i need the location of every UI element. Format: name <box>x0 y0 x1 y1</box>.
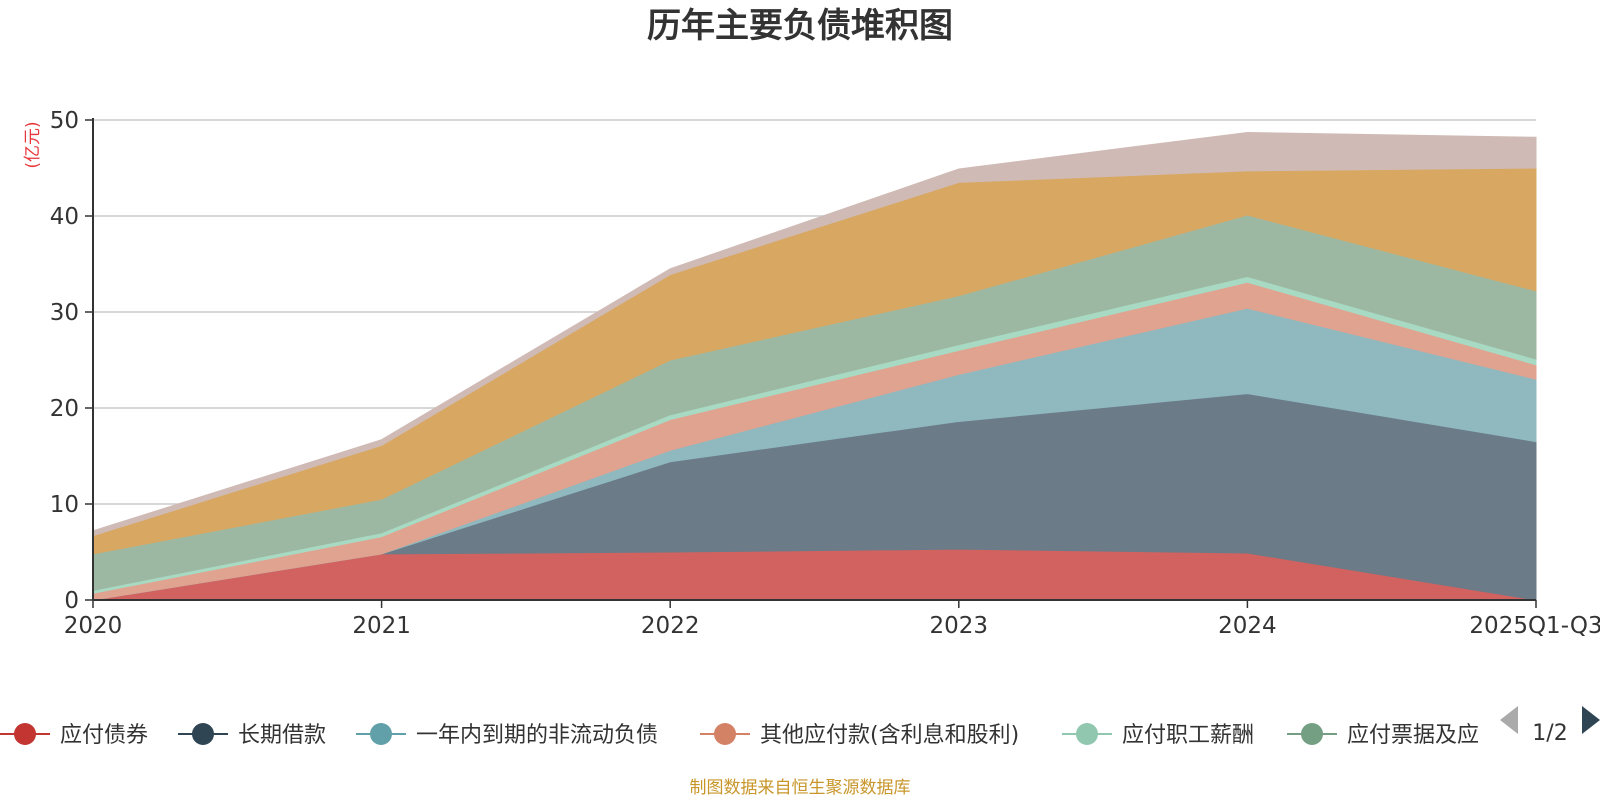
legend-page-indicator: 1/2 <box>1532 721 1567 746</box>
chart-title: 历年主要负债堆积图 <box>647 6 953 46</box>
y-tick-label: 10 <box>50 492 79 518</box>
legend-item-1[interactable]: 长期借款 <box>178 723 326 748</box>
legend-label: 应付票据及应 <box>1347 723 1479 748</box>
y-axis-unit-label: (亿元) <box>23 121 43 168</box>
legend-prev-page-icon[interactable] <box>1500 706 1518 734</box>
legend-item-0[interactable]: 应付债券 <box>0 723 148 748</box>
legend-item-4[interactable]: 应付职工薪酬 <box>1062 723 1254 748</box>
legend-item-3[interactable]: 其他应付款(含利息和股利) <box>700 723 1019 748</box>
y-tick-label: 0 <box>64 588 79 614</box>
legend-marker-icon <box>370 723 392 745</box>
x-tick-label: 2024 <box>1218 613 1277 639</box>
axes: 0 10 20 30 40 50 2020 2021 2022 2023 2024 2025Q1-Q3 <box>50 108 1600 639</box>
legend-marker-icon <box>1301 723 1323 745</box>
legend-next-page-icon[interactable] <box>1582 706 1600 734</box>
legend-item-2[interactable]: 一年内到期的非流动负债 <box>356 723 658 748</box>
legend-marker-icon <box>14 723 36 745</box>
legend-label: 应付职工薪酬 <box>1122 723 1254 748</box>
x-tick-label: 2022 <box>641 613 700 639</box>
legend-marker-icon <box>1076 723 1098 745</box>
x-tick-label: 2023 <box>930 613 989 639</box>
legend-marker-icon <box>192 723 214 745</box>
legend-label: 其他应付款(含利息和股利) <box>760 723 1019 748</box>
series-areas <box>92 131 1537 601</box>
legend-label: 应付债券 <box>60 723 148 748</box>
data-source-note: 制图数据来自恒生聚源数据库 <box>690 778 911 798</box>
legend-label: 长期借款 <box>238 723 326 748</box>
y-tick-label: 20 <box>50 396 79 422</box>
x-tick-label: 2025Q1-Q3 <box>1469 613 1600 639</box>
y-tick-label: 40 <box>50 204 79 230</box>
legend-label: 一年内到期的非流动负债 <box>416 723 658 748</box>
x-tick-label: 2020 <box>64 613 123 639</box>
legend: 应付债券 长期借款 一年内到期的非流动负债 其他应付款(含利息和股利) 应付职工薪酬 应付… <box>0 723 1479 748</box>
y-tick-label: 30 <box>50 300 79 326</box>
legend-marker-icon <box>714 723 736 745</box>
x-tick-label: 2021 <box>352 613 411 639</box>
legend-pager: 1/2 <box>1500 706 1600 746</box>
legend-item-5[interactable]: 应付票据及应 <box>1287 723 1479 748</box>
y-tick-label: 50 <box>50 108 79 134</box>
area-series-7 <box>92 131 1537 537</box>
